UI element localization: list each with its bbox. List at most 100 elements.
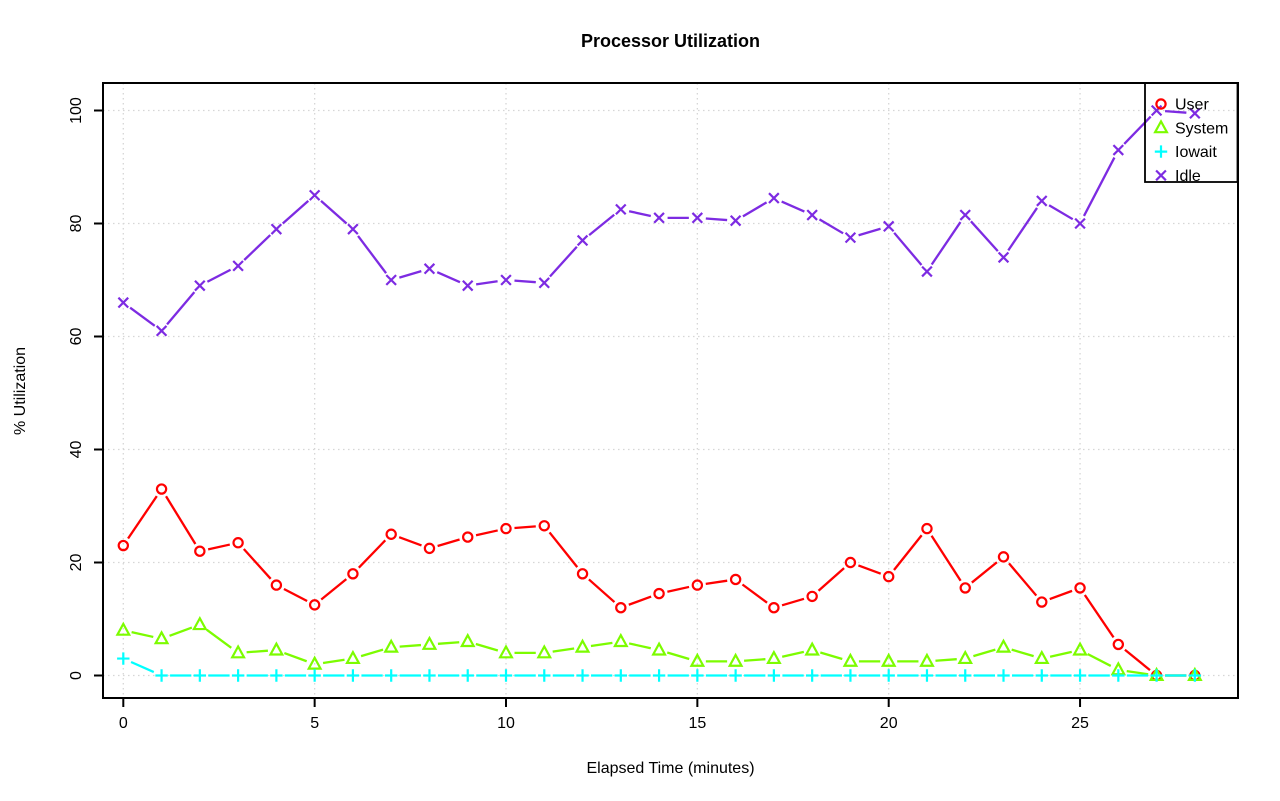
- legend-label-system: System: [1175, 120, 1228, 137]
- series-system-segment: [1087, 652, 1112, 667]
- legend-marker-idle: [1155, 169, 1167, 182]
- series-idle-segment: [129, 306, 156, 327]
- series-system-segment: [935, 658, 957, 662]
- series-idle-segment: [166, 291, 196, 326]
- series-system-segment: [131, 631, 154, 639]
- series-idle-segment: [1123, 115, 1152, 145]
- series-idle-segment: [858, 227, 881, 237]
- series-user-marker: [423, 542, 436, 555]
- y-tick-label: 60: [68, 328, 85, 346]
- series-idle-marker: [729, 214, 742, 227]
- series-idle-segment: [705, 217, 728, 222]
- series-user-segment: [1083, 594, 1115, 639]
- series-iowait-marker: [959, 669, 972, 682]
- series-idle-segment: [281, 200, 310, 225]
- series-system-marker: [1072, 641, 1088, 656]
- series-user-segment: [1008, 562, 1038, 597]
- series-system-segment: [781, 650, 805, 658]
- series-idle-segment: [1164, 109, 1187, 114]
- series-iowait-marker: [1150, 669, 1163, 682]
- series-system-marker: [1034, 649, 1050, 665]
- series-idle-marker: [1074, 217, 1086, 230]
- series-iowait-marker: [231, 669, 245, 682]
- legend-label-user: User: [1175, 97, 1209, 114]
- series-idle-marker: [385, 274, 397, 286]
- series-idle-marker: [806, 209, 818, 221]
- series-user-segment: [741, 583, 768, 604]
- x-tick-label: 15: [688, 715, 706, 732]
- series-user-segment: [667, 585, 690, 593]
- series-idle-marker: [844, 231, 857, 244]
- series-system-segment: [744, 658, 766, 662]
- x-tick-label: 10: [497, 715, 515, 732]
- series-idle-segment: [628, 210, 652, 218]
- y-tick-label: 100: [68, 97, 85, 124]
- series-idle-marker: [423, 263, 436, 275]
- series-idle-marker: [653, 212, 665, 224]
- series-system-marker: [804, 641, 820, 656]
- series-user-segment: [548, 531, 579, 568]
- series-iowait-marker: [270, 669, 283, 682]
- series-idle-segment: [243, 234, 272, 261]
- series-system-marker: [689, 652, 706, 667]
- series-user-marker: [1036, 596, 1048, 608]
- series-system-segment: [1049, 650, 1072, 658]
- series-user-segment: [893, 534, 923, 571]
- legend-label-iowait: Iowait: [1175, 144, 1217, 161]
- series-idle-marker: [462, 279, 474, 292]
- series-user-segment: [858, 564, 882, 575]
- series-user-segment: [705, 579, 728, 585]
- series-system-marker: [766, 649, 782, 665]
- series-system-marker: [115, 621, 132, 636]
- series-idle-segment: [320, 200, 348, 225]
- series-idle-marker: [576, 234, 589, 247]
- series-user-segment: [971, 561, 998, 584]
- series-user-marker: [921, 522, 933, 535]
- series-system-segment: [360, 648, 384, 658]
- series-iowait-marker: [1073, 669, 1087, 682]
- y-tick-label: 20: [68, 554, 85, 572]
- series-system-marker: [459, 632, 476, 648]
- series-iowait-marker: [193, 669, 207, 682]
- series-system-marker: [498, 644, 514, 659]
- series-system-segment: [666, 651, 690, 661]
- series-user-marker: [232, 537, 244, 549]
- series-system-marker: [880, 652, 897, 667]
- series-user-marker: [194, 545, 206, 557]
- series-iowait-marker: [461, 669, 474, 682]
- series-system-segment: [437, 641, 460, 645]
- series-user-segment: [283, 587, 308, 602]
- series-idle-marker: [691, 212, 704, 224]
- series-system-marker: [192, 615, 208, 631]
- series-iowait-marker: [691, 669, 704, 682]
- x-tick-label: 25: [1071, 715, 1089, 732]
- series-idle-segment: [588, 213, 615, 236]
- series-user-marker: [1074, 582, 1086, 594]
- series-idle-segment: [893, 232, 923, 266]
- plot-box: [102, 82, 1239, 699]
- series-idle-marker: [538, 277, 550, 289]
- series-idle-marker: [1112, 144, 1124, 156]
- series-idle-marker: [768, 192, 780, 204]
- series-user-segment: [358, 539, 387, 569]
- series-system-segment: [322, 658, 345, 665]
- series-user-marker: [1112, 638, 1125, 651]
- series-system-marker: [574, 638, 591, 653]
- series-user-marker: [653, 587, 665, 600]
- series-system-segment: [205, 628, 232, 649]
- series-idle-marker: [997, 251, 1010, 264]
- series-system-marker: [383, 638, 399, 653]
- series-idle-segment: [970, 220, 999, 252]
- series-iowait-marker: [614, 669, 628, 682]
- series-iowait-marker: [882, 669, 895, 682]
- series-iowait-marker: [844, 669, 857, 682]
- series-user-segment: [628, 595, 652, 606]
- series-idle-segment: [1007, 207, 1038, 252]
- series-user-marker: [883, 570, 895, 583]
- series-system-segment: [973, 648, 996, 658]
- series-user-segment: [398, 536, 422, 547]
- series-system-marker: [421, 635, 438, 650]
- series-user-segment: [930, 535, 962, 582]
- series-system-segment: [475, 642, 499, 652]
